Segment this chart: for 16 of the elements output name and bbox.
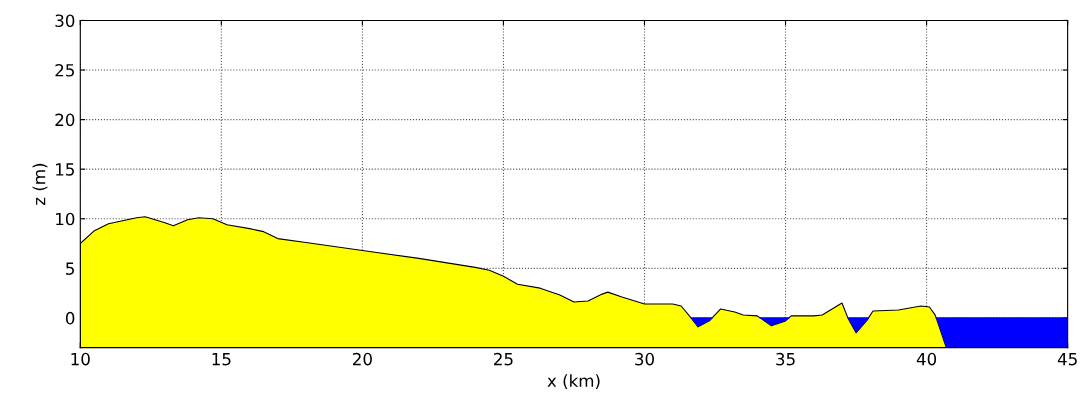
x-tick-label: 30 xyxy=(635,352,654,366)
y-tick-label: 30 xyxy=(55,14,75,28)
x-tick-label: 35 xyxy=(776,352,795,366)
y-tick-label: 0 xyxy=(65,311,75,325)
y-tick-label: 20 xyxy=(55,113,75,127)
y-axis-title: z (m) xyxy=(32,163,48,205)
y-tick-label: 15 xyxy=(56,163,74,176)
y-tick-label: 5 xyxy=(66,262,74,275)
x-tick-label: 45 xyxy=(1057,353,1077,366)
x-tick-label: 40 xyxy=(916,352,937,366)
x-tick-label: 20 xyxy=(353,352,372,366)
x-tick-label: 15 xyxy=(212,353,231,366)
x-tick-label: 25 xyxy=(494,352,513,366)
y-tick-label: 25 xyxy=(55,63,74,77)
y-tick-label: 10 xyxy=(56,212,75,226)
x-axis-title: x (km) xyxy=(547,374,600,390)
